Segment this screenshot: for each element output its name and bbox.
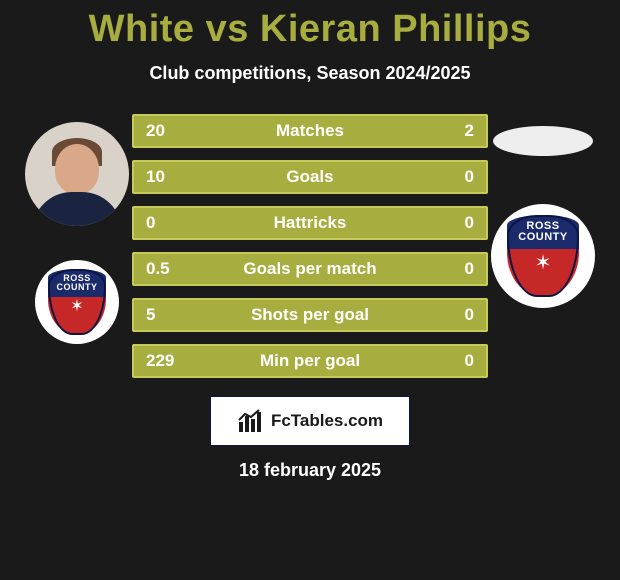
avatar-body-icon xyxy=(32,192,122,226)
crest-text-line2: COUNTY xyxy=(57,283,98,292)
stat-row: 20 Matches 2 xyxy=(132,114,488,148)
player-right-club-badge: ROSS COUNTY ✶ xyxy=(491,204,595,308)
stat-right-value: 0 xyxy=(422,213,486,233)
stat-row: 10 Goals 0 xyxy=(132,160,488,194)
comparison-content: ROSS COUNTY ✶ 20 Matches 2 10 Goals 0 0 … xyxy=(0,114,620,378)
crest-icon: ROSS COUNTY ✶ xyxy=(507,215,579,297)
stat-right-value: 0 xyxy=(422,305,486,325)
stat-left-value: 0.5 xyxy=(134,259,198,279)
stat-row: 5 Shots per goal 0 xyxy=(132,298,488,332)
player-left-avatar xyxy=(25,122,129,226)
stat-row: 229 Min per goal 0 xyxy=(132,344,488,378)
footer-date: 18 february 2025 xyxy=(0,460,620,481)
stat-row: 0.5 Goals per match 0 xyxy=(132,252,488,286)
avatar-head-icon xyxy=(55,144,99,194)
footer-brand-badge: FcTables.com xyxy=(210,396,410,446)
stat-right-value: 0 xyxy=(422,351,486,371)
stat-right-value: 2 xyxy=(422,121,486,141)
stat-left-value: 5 xyxy=(134,305,198,325)
stat-left-value: 229 xyxy=(134,351,198,371)
stat-left-value: 10 xyxy=(134,167,198,187)
stat-left-value: 20 xyxy=(134,121,198,141)
player-right-avatar-placeholder xyxy=(493,126,593,156)
page-title: White vs Kieran Phillips xyxy=(0,0,620,51)
stag-icon: ✶ xyxy=(70,299,83,315)
crest-icon: ROSS COUNTY ✶ xyxy=(48,269,106,335)
stats-table: 20 Matches 2 10 Goals 0 0 Hattricks 0 0.… xyxy=(132,114,488,378)
player-right-column: ROSS COUNTY ✶ xyxy=(488,114,598,308)
stat-left-value: 0 xyxy=(134,213,198,233)
stat-label: Min per goal xyxy=(198,351,422,371)
player-left-club-badge: ROSS COUNTY ✶ xyxy=(35,260,119,344)
stag-icon: ✶ xyxy=(535,253,552,273)
stat-right-value: 0 xyxy=(422,167,486,187)
footer-brand-text: FcTables.com xyxy=(271,411,383,431)
stat-label: Hattricks xyxy=(198,213,422,233)
subtitle: Club competitions, Season 2024/2025 xyxy=(0,63,620,84)
bar-chart-icon xyxy=(237,408,265,434)
stat-row: 0 Hattricks 0 xyxy=(132,206,488,240)
stat-label: Goals xyxy=(198,167,422,187)
crest-text-line2: COUNTY xyxy=(518,232,567,243)
stat-label: Matches xyxy=(198,121,422,141)
stat-label: Goals per match xyxy=(198,259,422,279)
stat-label: Shots per goal xyxy=(198,305,422,325)
player-left-column: ROSS COUNTY ✶ xyxy=(22,114,132,344)
stat-right-value: 0 xyxy=(422,259,486,279)
